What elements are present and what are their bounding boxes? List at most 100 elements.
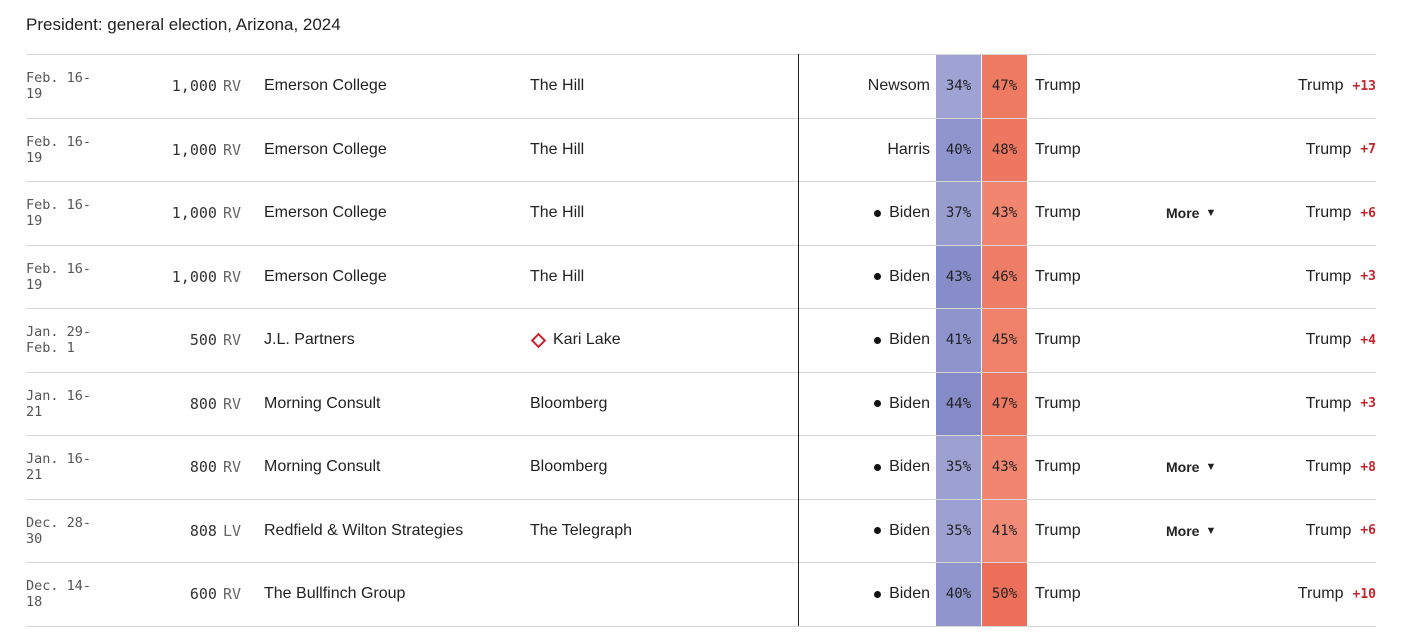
pollster-name[interactable]: Morning Consult [264,458,381,476]
sponsor: The Hill [530,119,780,182]
poll-dates-text: Dec. 14-18 [26,578,92,611]
sponsor: The Telegraph [530,500,780,563]
democratic-candidate: Biden [806,309,930,372]
rep-percentage: 45% [982,309,1027,372]
sample-count: 1,000 [171,267,217,286]
table-row[interactable]: Feb. 16-19 1,000 RV Emerson College The Hill… [26,182,1376,246]
rep-percentage: 48% [982,118,1027,181]
republican-candidate: Trump [1035,521,1081,539]
democratic-candidate: Newsom [806,55,930,118]
pollster-name[interactable]: Emerson College [264,140,387,158]
leader-name: Trump [1305,521,1352,539]
margin-value: +4 [1360,332,1376,348]
population-type: LV [222,521,241,540]
democratic-candidate: Biden [806,373,930,436]
dem-percentage: 44% [936,372,981,435]
incumbent-dot-icon [874,527,882,535]
poll-dates-text: Dec. 28-30 [26,514,92,547]
pollster-name[interactable]: Emerson College [264,77,387,95]
democratic-candidate: Biden [806,436,930,499]
incumbent-dot-icon [874,590,882,598]
table-row[interactable]: Feb. 16-19 1,000 RV Emerson College The Hill… [26,118,1376,182]
poll-dates: Feb. 16-19 [26,246,136,309]
democratic-candidate: Biden [806,500,930,563]
dem-percentage: 34% [936,55,981,118]
leader-name: Trump [1305,458,1352,476]
more-button[interactable]: More ▼ [1166,436,1256,499]
table-row[interactable]: Feb. 16-19 1,000 RV Emerson College The Hill… [26,245,1376,309]
pollster-name[interactable]: Redfield & Wilton Strategies [264,521,464,539]
poll-dates-text: Feb. 16-19 [26,197,92,230]
sample-count: 808 [189,521,217,540]
sponsor: Kari Lake [530,309,780,372]
pollster-name[interactable]: Emerson College [264,267,387,285]
dem-candidate-name: Biden [889,267,930,285]
margin-value: +10 [1352,586,1376,602]
sample-count: 500 [189,331,217,350]
rep-percentage: 50% [982,563,1027,626]
more-button[interactable]: More ▼ [1166,500,1256,563]
page-title: President: general election, Arizona, 20… [26,15,341,34]
population-type: RV [222,458,241,477]
margin-value: +13 [1352,78,1376,94]
population-type: RV [222,331,241,350]
dem-candidate-name: Biden [889,521,930,539]
dem-candidate-name: Biden [889,331,930,349]
column-divider [798,54,799,626]
sample-size: 1,000 RV [146,246,241,309]
net-result: Trump +8 [1226,436,1376,499]
poll-dates-text: Feb. 16-19 [26,133,92,166]
table-row[interactable]: Jan. 16-21 800 RV Morning Consult Bloomberg B… [26,372,1376,436]
democratic-candidate: Harris [806,119,930,182]
dem-percentage: 35% [936,436,981,499]
table-row[interactable]: Jan. 16-21 800 RV Morning Consult Bloomberg B… [26,436,1376,500]
republican-candidate: Trump [1035,140,1081,158]
more-button[interactable]: More ▼ [1166,182,1256,245]
more-label: More [1166,205,1200,222]
poll-dates: Jan. 16-21 [26,436,136,499]
incumbent-dot-icon [874,400,882,408]
sponsor: Bloomberg [530,373,780,436]
dem-candidate-name: Biden [889,394,930,412]
population-type: RV [222,267,241,286]
net-result: Trump +6 [1226,500,1376,563]
table-row[interactable]: Feb. 16-19 1,000 RV Emerson College The Hill… [26,55,1376,119]
sample-size: 800 RV [146,373,241,436]
dem-percentage: 40% [936,563,981,626]
sample-size: 1,000 RV [146,55,241,118]
sponsor: The Hill [530,182,780,245]
leader-name: Trump [1305,204,1352,222]
republican-candidate: Trump [1035,331,1081,349]
pollster-name[interactable]: J.L. Partners [264,331,355,349]
net-result: Trump +6 [1226,182,1376,245]
dem-candidate-name: Harris [887,140,930,158]
net-result: Trump +4 [1226,309,1376,372]
incumbent-dot-icon [874,463,882,471]
leader-name: Trump [1305,394,1352,412]
poll-dates: Dec. 28-30 [26,500,136,563]
rep-percentage: 41% [982,499,1027,562]
incumbent-dot-icon [874,273,882,281]
polls-table: Feb. 16-19 1,000 RV Emerson College The Hill… [26,54,1376,627]
poll-dates-text: Feb. 16-19 [26,70,92,103]
sponsor-name: The Telegraph [530,521,632,539]
sample-count: 1,000 [171,77,217,96]
democratic-candidate: Biden [806,182,930,245]
sponsor-name: The Hill [530,267,585,285]
pollster-name[interactable]: Emerson College [264,204,387,222]
poll-dates-text: Jan. 29- Feb. 1 [26,324,92,357]
leader-name: Trump [1297,585,1344,603]
leader-name: Trump [1305,331,1352,349]
republican-candidate: Trump [1035,585,1081,603]
table-row[interactable]: Dec. 28-30 808 LV Redfield & Wilton Strateg… [26,499,1376,563]
pollster-name[interactable]: Morning Consult [264,394,381,412]
sponsor: Bloomberg [530,436,780,499]
sponsor-name: The Hill [530,204,585,222]
democratic-candidate: Biden [806,246,930,309]
pollster-name[interactable]: The Bullfinch Group [264,585,406,603]
dem-candidate-name: Biden [889,458,930,476]
poll-dates-text: Jan. 16-21 [26,451,92,484]
table-row[interactable]: Dec. 14-18 600 RV The Bullfinch Group Biden 4… [26,563,1376,627]
table-row[interactable]: Jan. 29- Feb. 1 500 RV J.L. Partners Kari La… [26,309,1376,373]
democratic-candidate: Biden [806,563,930,626]
